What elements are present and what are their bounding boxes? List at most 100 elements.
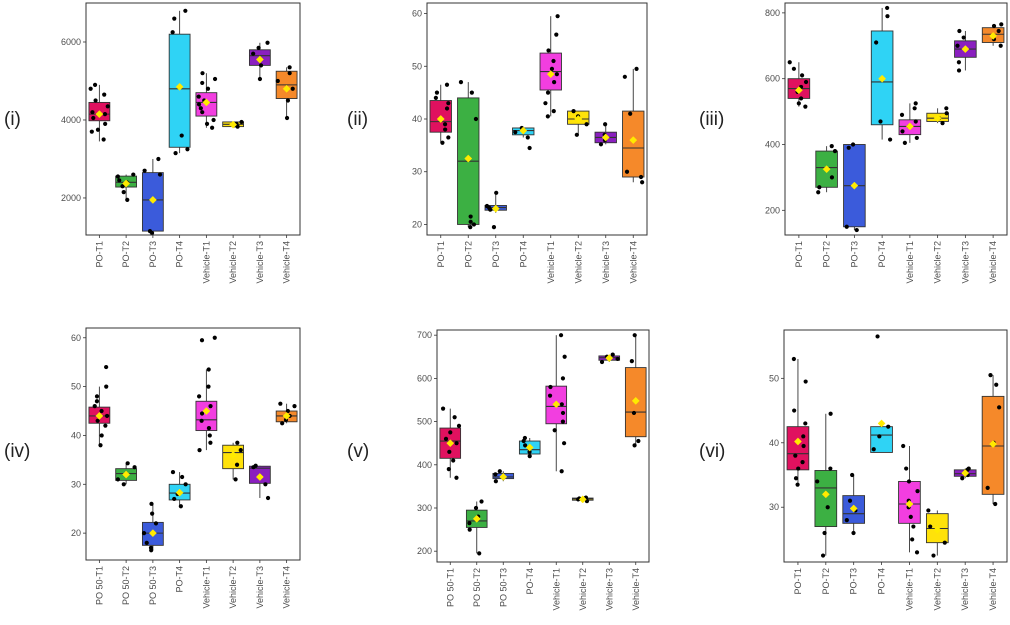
category-label: PO-T1 (94, 241, 104, 268)
data-point (801, 443, 806, 449)
mean-marker (878, 74, 887, 83)
data-point (467, 521, 472, 526)
box-PO-T3 (141, 156, 164, 236)
y-tick-label: 400 (765, 140, 780, 150)
data-point (547, 393, 553, 398)
box-PO-T1 (787, 60, 811, 109)
data-point (816, 190, 821, 195)
data-point (793, 453, 798, 458)
category-label: Vehicle-T1 (904, 568, 914, 611)
mean-marker (202, 407, 211, 415)
data-point (235, 440, 240, 445)
mean-marker (464, 154, 473, 163)
data-point (554, 32, 559, 37)
data-point (904, 466, 909, 471)
data-point (803, 79, 809, 85)
data-point (902, 140, 907, 145)
data-point (101, 137, 106, 142)
y-tick-label: 4000 (61, 115, 81, 125)
panel-label: (i) (4, 109, 21, 130)
y-tick-label: 6000 (61, 37, 81, 47)
box-Vehicle-T2 (926, 106, 949, 126)
data-point (433, 95, 438, 101)
category-label: PO-T1 (794, 241, 804, 268)
category-label: PO-T4 (525, 568, 535, 595)
mean-marker (282, 411, 291, 420)
data-point (942, 540, 947, 545)
mean-marker (255, 55, 264, 64)
data-point (458, 79, 464, 85)
data-point (561, 441, 567, 446)
mean-marker (629, 136, 638, 145)
box-Vehicle-T3 (594, 122, 617, 147)
data-point (546, 48, 551, 53)
data-point (444, 106, 450, 111)
data-point (878, 119, 883, 124)
data-point (828, 466, 833, 471)
panel-5: (v) 200 300 400 500 600 700 PO 50-T1 PO 50-T2 PO … (347, 329, 650, 611)
data-point (206, 384, 211, 389)
data-point (105, 104, 110, 109)
data-point (205, 86, 211, 91)
mean-marker (148, 529, 157, 538)
panel-2: (ii) 20 30 40 50 60 PO-T1 PO-T2 PO-T3 PO-T4 Vehicl… (347, 2, 648, 284)
data-point (559, 469, 564, 474)
data-point (454, 441, 459, 446)
data-point (555, 14, 560, 19)
category-label: Vehicle-T3 (255, 566, 265, 609)
mean-marker (989, 31, 998, 40)
data-point (199, 411, 205, 416)
box-Vehicle-T3 (954, 28, 977, 73)
data-point (456, 423, 462, 429)
panel-label: (iii) (699, 109, 724, 130)
data-point (988, 373, 993, 378)
data-point (172, 16, 177, 21)
data-point (473, 505, 479, 511)
data-point (210, 125, 215, 130)
mean-marker (282, 84, 291, 93)
data-point (999, 22, 1004, 27)
mean-marker (933, 114, 942, 123)
data-point (179, 133, 184, 138)
data-point (451, 458, 456, 463)
category-label: PO-T4 (877, 568, 887, 595)
mean-marker (933, 525, 942, 534)
category-label: Vehicle-T3 (960, 568, 970, 611)
mean-marker (578, 495, 587, 504)
y-tick-label: 60 (71, 333, 81, 343)
data-point (527, 449, 532, 454)
data-point (803, 379, 808, 384)
panel-label: (v) (347, 441, 369, 462)
y-tick-label: 700 (417, 330, 432, 340)
data-point (825, 505, 830, 510)
data-point (196, 102, 202, 107)
data-point (120, 184, 125, 189)
data-point (956, 68, 962, 73)
data-point (442, 122, 448, 127)
data-point (443, 127, 448, 132)
data-point (156, 156, 161, 162)
data-point (234, 462, 240, 467)
data-point (468, 219, 473, 224)
data-point (525, 135, 530, 140)
data-point (292, 404, 297, 409)
data-point (199, 418, 204, 423)
data-point (944, 106, 949, 111)
box-Vehicle-T2 (222, 119, 245, 129)
data-point (599, 359, 605, 365)
category-label: PO 50-T3 (148, 566, 158, 605)
data-point (632, 443, 637, 448)
y-tick-label: 200 (417, 546, 432, 556)
category-label: PO-T2 (121, 241, 131, 268)
box-PO 50-T2 (115, 461, 138, 487)
data-point (846, 145, 851, 150)
data-point (211, 117, 216, 123)
category-label: Vehicle-T4 (631, 568, 641, 611)
y-tick-label: 600 (765, 74, 780, 84)
data-point (121, 190, 126, 195)
category-label: PO-T2 (821, 568, 831, 595)
data-point (527, 145, 532, 151)
data-point (875, 334, 880, 339)
plot-border (426, 2, 648, 236)
